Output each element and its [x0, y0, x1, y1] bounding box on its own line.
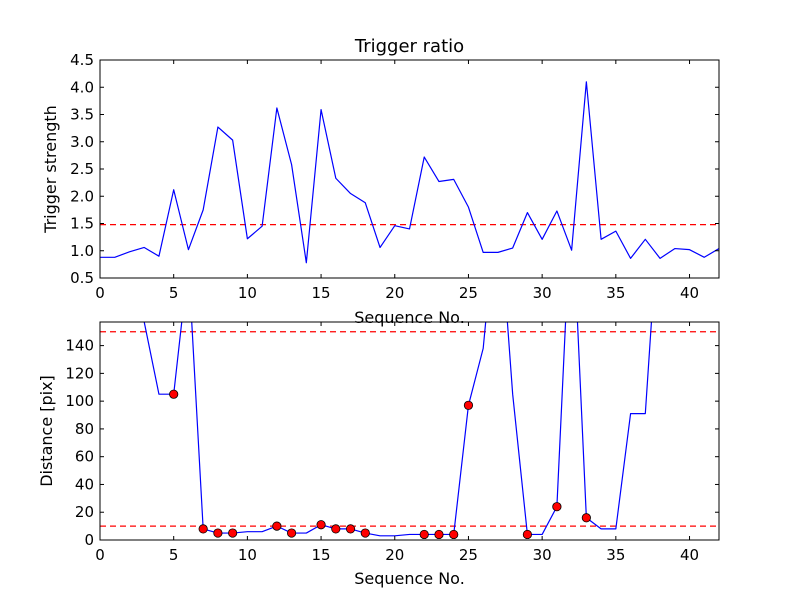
x-tick-label: 15 — [312, 546, 331, 564]
x-tick-label: 30 — [533, 546, 552, 564]
x-tick-label: 5 — [169, 546, 179, 564]
y-tick-label: 60 — [75, 448, 94, 466]
y-axis-label: Trigger strength — [41, 105, 60, 234]
x-tick-label: 15 — [312, 284, 331, 302]
x-tick-label: 10 — [238, 284, 257, 302]
data-point-marker — [169, 389, 179, 399]
data-point-marker — [272, 521, 282, 531]
data-point-marker — [552, 502, 562, 512]
x-tick-label: 5 — [169, 284, 179, 302]
data-point-marker — [522, 529, 533, 540]
x-tick-label: 40 — [680, 284, 699, 302]
data-point-marker — [449, 529, 459, 540]
y-tick-label: 2.0 — [70, 187, 94, 205]
x-tick-label: 25 — [459, 284, 478, 302]
plot-content — [100, 81, 719, 264]
y-tick-label: 80 — [75, 420, 94, 438]
x-tick-label: 0 — [95, 284, 105, 302]
data-point-marker — [581, 513, 591, 523]
y-axis-label: Distance [pix] — [37, 375, 56, 487]
x-tick-label: 35 — [606, 546, 625, 564]
x-tick-label: 0 — [95, 546, 105, 564]
x-tick-label: 20 — [385, 284, 404, 302]
plot-area: 0 5 10 15 20 25 30 35 40 0 20 40 60 80 100 120 140 — [65, 321, 720, 564]
distance-chart: Distance [pix] Sequence No. 0 5 10 15 20 25 30… — [37, 321, 720, 588]
y-tick-label: 0 — [84, 531, 94, 549]
y-tick-label: 140 — [65, 337, 94, 355]
data-point-marker — [316, 520, 326, 530]
plot-content — [100, 322, 719, 540]
y-tick-label: 20 — [75, 503, 94, 521]
x-tick-label: 10 — [238, 546, 257, 564]
trigger-ratio-chart: Trigger ratio Trigger strength Sequence … — [41, 36, 720, 327]
data-point-marker — [419, 529, 429, 540]
data-point-marker — [228, 528, 238, 538]
x-axis-label: Sequence No. — [354, 569, 465, 588]
data-point-marker — [286, 528, 297, 538]
data-point-marker — [213, 528, 223, 538]
y-tick-label: 3.0 — [70, 133, 94, 151]
y-tick-label: 1.0 — [70, 242, 94, 260]
x-axis-label: Sequence No. — [354, 308, 465, 327]
x-tick-label: 20 — [385, 546, 404, 564]
x-tick-label: 35 — [606, 284, 625, 302]
y-tick-label: 100 — [65, 392, 94, 410]
y-tick-label: 0.5 — [70, 269, 94, 287]
data-point-marker — [463, 400, 474, 410]
data-point-marker — [331, 524, 341, 534]
y-tick-label: 2.5 — [70, 160, 94, 178]
x-tick-label: 40 — [680, 546, 699, 564]
data-point-marker — [345, 524, 356, 534]
y-tick-label: 3.5 — [70, 106, 94, 124]
y-tick-label: 1.5 — [70, 215, 94, 233]
y-tick-label: 40 — [75, 475, 94, 493]
y-tick-label: 4.0 — [70, 78, 94, 96]
series-line — [100, 81, 719, 264]
plot-area: 0 5 10 15 20 25 30 35 40 0.5 1.0 1.5 2.0 2.5 3.0 3.5 4.0… — [70, 51, 720, 302]
y-tick-label: 120 — [65, 364, 94, 382]
x-tick-label: 30 — [533, 284, 552, 302]
data-point-marker — [434, 529, 444, 540]
x-tick-label: 25 — [459, 546, 478, 564]
chart-title: Trigger ratio — [354, 36, 464, 57]
data-point-marker — [360, 528, 370, 538]
axes-frame — [99, 321, 720, 541]
y-tick-label: 4.5 — [70, 51, 94, 69]
data-point-marker — [198, 524, 208, 534]
